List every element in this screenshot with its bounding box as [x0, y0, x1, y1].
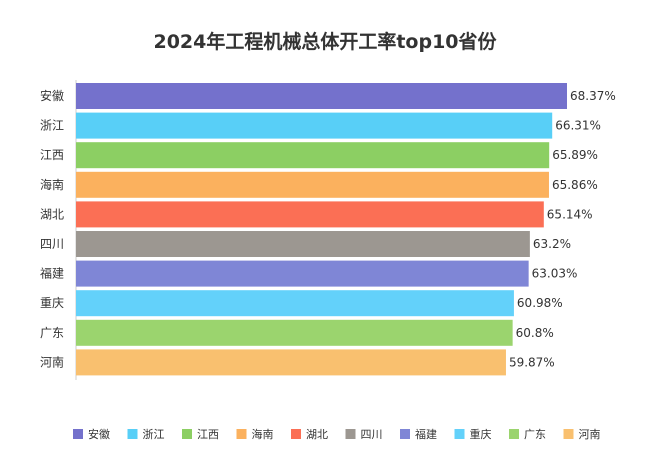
category-label: 河南	[40, 354, 64, 369]
bar-7	[76, 260, 529, 287]
legend-swatch	[291, 429, 301, 439]
category-label: 安徽	[40, 88, 64, 103]
legend-item: 福建	[415, 427, 437, 441]
category-label: 江西	[40, 148, 64, 162]
bar-10	[76, 349, 506, 376]
bar-6	[76, 231, 530, 257]
category-label: 福建	[40, 266, 64, 281]
value-label: 65.89%	[552, 148, 598, 162]
category-label: 重庆	[40, 296, 64, 310]
bar-2	[76, 112, 553, 139]
legend-swatch	[563, 429, 574, 439]
chart-title: 2024年工程机械总体开工率top10省份	[153, 31, 497, 53]
legend-swatch	[73, 429, 83, 439]
legend-item: 浙江	[143, 428, 165, 441]
value-label: 68.37%	[570, 89, 616, 103]
value-label: 66.31%	[555, 119, 601, 133]
legend-swatch	[127, 429, 138, 439]
legend-item: 江西	[197, 428, 219, 441]
legend-swatch	[454, 429, 465, 439]
bar-4	[76, 171, 549, 198]
legend-swatch	[345, 429, 356, 439]
legend-item: 重庆	[470, 427, 492, 441]
legend-item: 安徽	[88, 427, 110, 441]
value-label: 59.87%	[509, 355, 555, 369]
legend-swatch	[400, 429, 410, 439]
value-label: 63.2%	[533, 237, 571, 251]
legend-swatch	[182, 429, 192, 439]
legend-item: 四川	[361, 428, 383, 441]
category-label: 四川	[40, 237, 64, 251]
category-label: 湖北	[40, 206, 64, 221]
value-label: 60.8%	[516, 326, 554, 340]
value-label: 65.86%	[552, 178, 598, 192]
value-label: 60.98%	[517, 296, 563, 310]
bar-1	[76, 83, 567, 109]
bar-8	[76, 290, 514, 317]
legend-item: 广东	[524, 428, 546, 441]
value-label: 65.14%	[547, 207, 593, 221]
legend-swatch	[236, 429, 247, 439]
category-label: 海南	[40, 177, 64, 192]
category-label: 广东	[40, 326, 64, 340]
bar-5	[76, 201, 544, 228]
legend-item: 海南	[252, 427, 274, 441]
legend-item: 河南	[579, 428, 601, 441]
legend-item: 湖北	[306, 428, 328, 441]
bar-9	[76, 319, 513, 346]
category-label: 浙江	[40, 119, 64, 133]
bar-3	[76, 142, 550, 169]
legend-swatch	[509, 429, 519, 439]
value-label: 63.03%	[532, 267, 578, 281]
